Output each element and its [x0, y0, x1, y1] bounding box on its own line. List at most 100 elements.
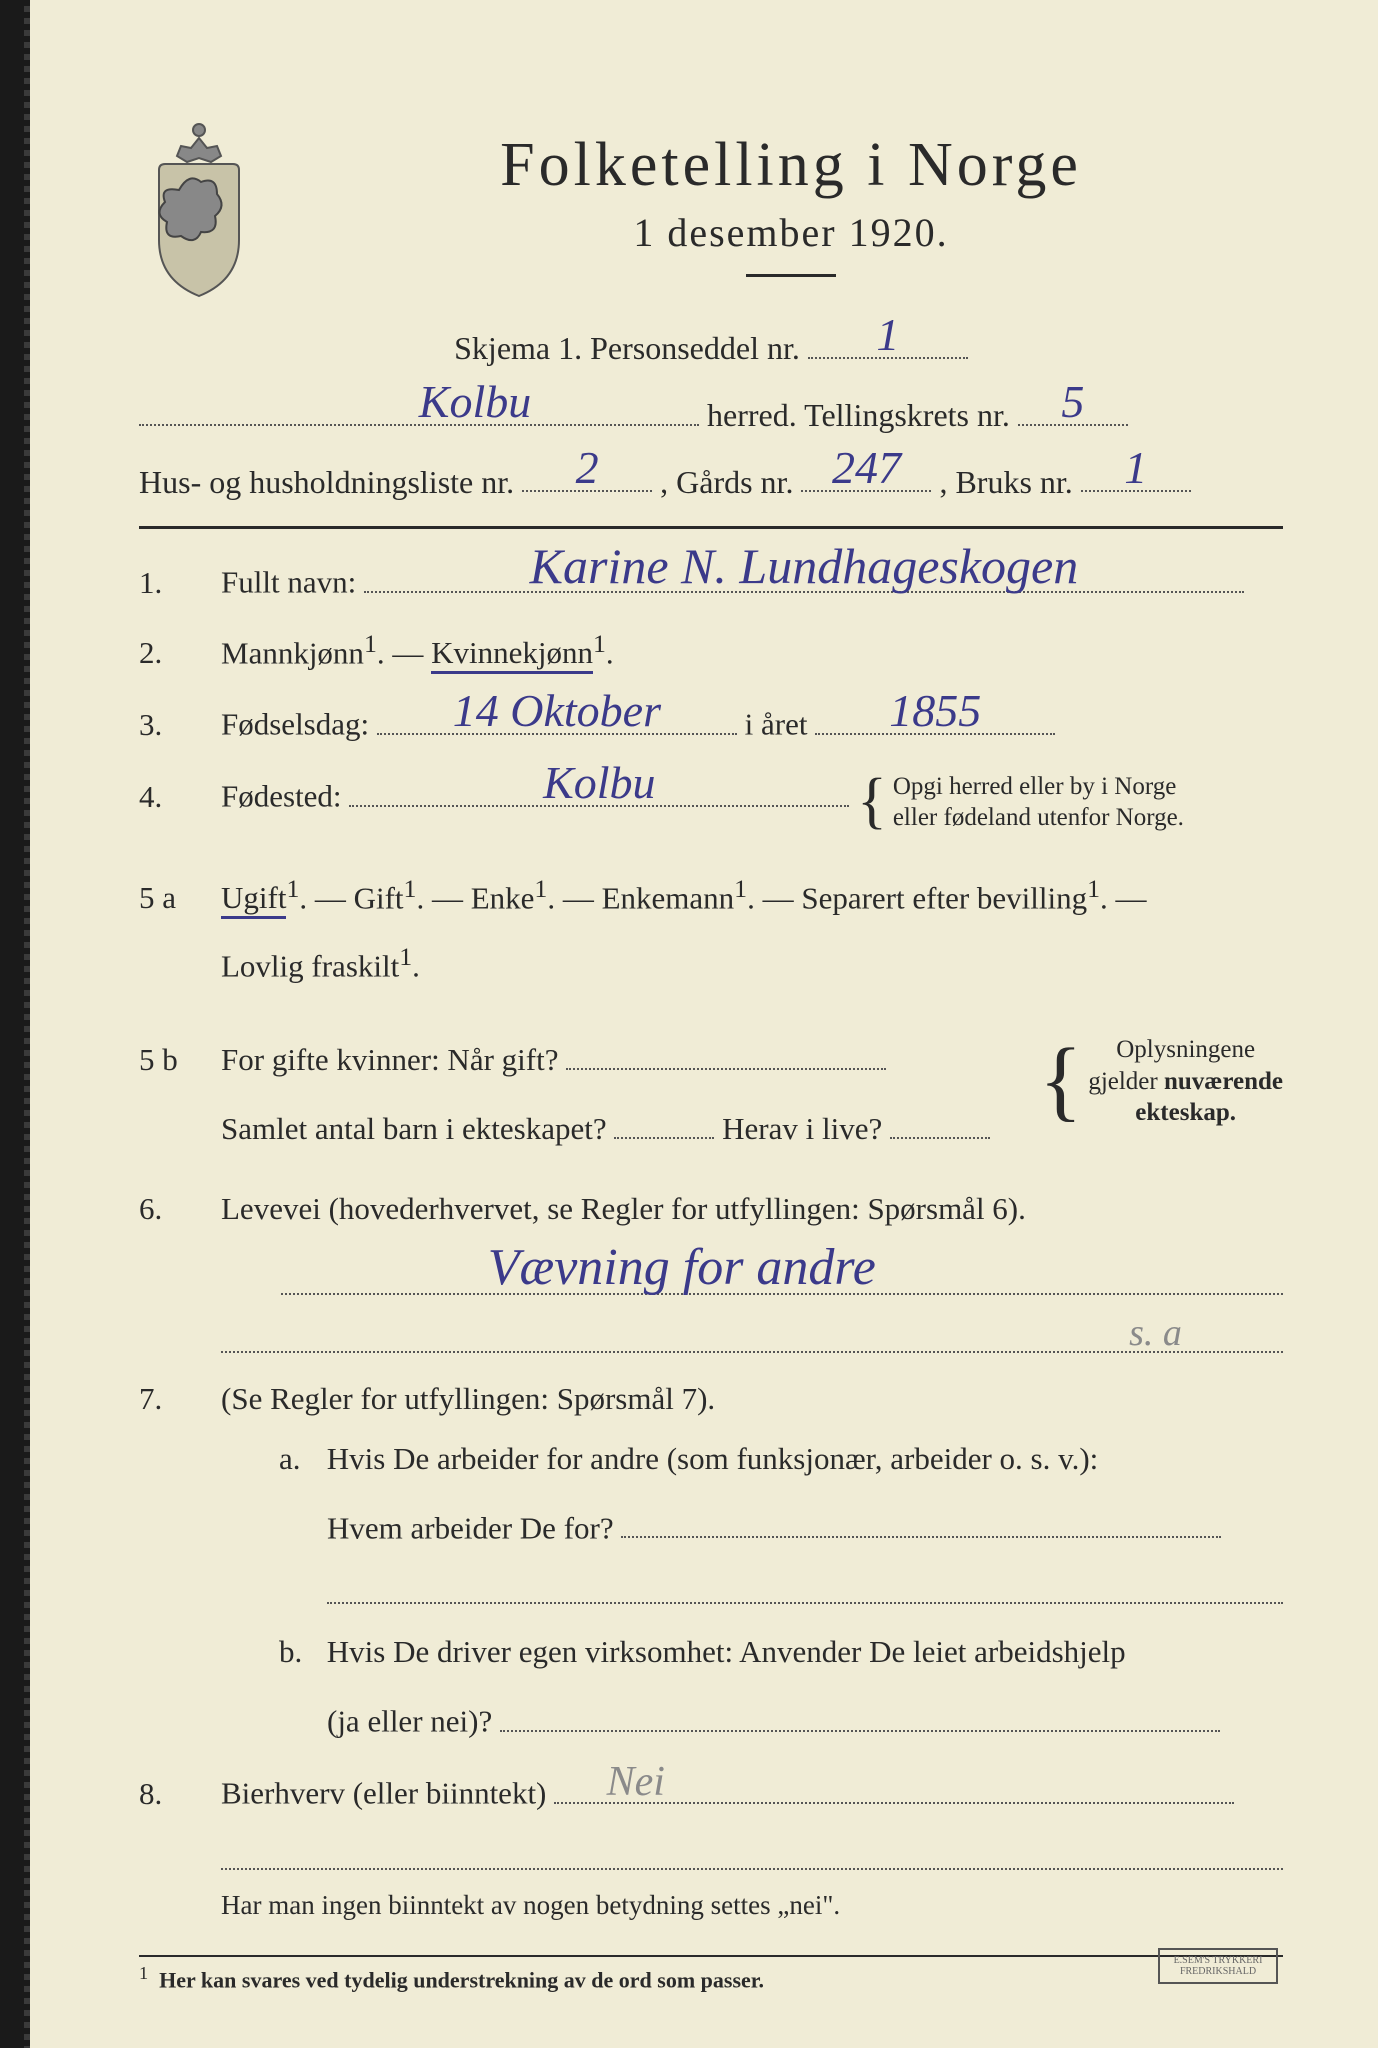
q1: 1. Fullt navn: Karine N. Lundhageskogen: [139, 557, 1283, 601]
q8-note: Har man ingen biinntekt av nogen betydni…: [221, 1890, 1283, 1921]
footnote-b: tydelig understrekning av de ord som pas…: [344, 1967, 764, 1992]
q5a-opt4: Enkemann: [602, 880, 735, 915]
brace-icon: {: [857, 777, 887, 827]
q5b: 5 b For gifte kvinner: Når gift? Samlet …: [139, 1026, 1283, 1162]
q4: 4. Fødested: Kolbu { Opgi herred eller b…: [139, 771, 1283, 834]
printer-stamp: E.SEM'S TRYKKERI FREDRIKSHALD: [1158, 1948, 1278, 1984]
q7: 7. (Se Regler for utfyllingen: Spørsmål …: [139, 1381, 1283, 1417]
title-rule: [746, 274, 836, 277]
q6-note: s. a: [1129, 1311, 1182, 1355]
q8: 8. Bierhverv (eller biinntekt) Nei: [139, 1768, 1283, 1812]
bruks-value: 1: [1124, 441, 1147, 494]
q4-field: Kolbu: [349, 771, 849, 807]
q3: 3. Fødselsdag: 14 Oktober i året 1855: [139, 699, 1283, 743]
q7b-label: Hvis De driver egen virksomhet: Anvender…: [327, 1634, 1126, 1669]
q4-side2: eller fødeland utenfor Norge.: [893, 804, 1184, 831]
q5b-side1: Oplysningene: [1116, 1036, 1255, 1063]
q8-value: Nei: [607, 1758, 665, 1806]
bruks-label: , Bruks nr.: [939, 463, 1072, 499]
herred-value: Kolbu: [419, 375, 531, 428]
q2-sup1: 1: [364, 629, 377, 658]
q5b-live-field: [890, 1103, 990, 1139]
q5b-gift-field: [566, 1035, 886, 1071]
q5b-side2: gjelder nuværende: [1088, 1068, 1283, 1095]
q7a-line3: [327, 1560, 1283, 1604]
q7-num: 7.: [139, 1381, 203, 1417]
q5a-opt5: Separert efter bevilling: [801, 880, 1087, 915]
personseddel-field: 1: [808, 322, 968, 359]
q5b-l2a: Samlet antal barn i ekteskapet?: [221, 1111, 607, 1146]
bruks-field: 1: [1081, 456, 1191, 493]
q7a-letter: a.: [279, 1441, 319, 1477]
husliste-field: 2: [522, 456, 652, 493]
q6-value: Vævning for andre: [488, 1238, 876, 1297]
q4-num: 4.: [139, 779, 203, 815]
q5b-l1: For gifte kvinner: Når gift?: [221, 1042, 558, 1077]
q1-num: 1.: [139, 565, 203, 601]
q8-line2: [221, 1826, 1283, 1870]
q1-field: Karine N. Lundhageskogen: [364, 557, 1244, 593]
gards-field: 247: [801, 456, 931, 493]
q5a-opt3: Enke: [471, 880, 535, 915]
line-herred: Kolbu herred. Tellingskrets nr. 5: [139, 389, 1283, 434]
title-block: Folketelling i Norge 1 desember 1920.: [299, 120, 1283, 277]
q6-num: 6.: [139, 1191, 203, 1227]
tellingskrets-field: 5: [1018, 389, 1128, 426]
q3-mid: i året: [745, 707, 808, 742]
q6-answer-block: Vævning for andre s. a: [221, 1251, 1283, 1353]
q7a-q: Hvem arbeider De for?: [327, 1510, 614, 1545]
q5b-side3: ekteskap.: [1135, 1099, 1236, 1126]
q3-day-field: 14 Oktober: [377, 699, 737, 735]
section-rule: [139, 526, 1283, 529]
main-title: Folketelling i Norge: [299, 130, 1283, 201]
q5a-opt1: Ugift: [221, 880, 286, 919]
q7b-line2: (ja eller nei)?: [327, 1696, 1283, 1740]
form-header: Folketelling i Norge 1 desember 1920.: [139, 120, 1283, 300]
herred-label: herred. Tellingskrets nr.: [707, 397, 1010, 433]
q5a: 5 a Ugift1. — Gift1. — Enke1. — Enkemann…: [139, 862, 1283, 999]
footnote-rule-full: [139, 1955, 1283, 1957]
q8-label: Bierhverv (eller biinntekt): [221, 1776, 546, 1811]
gards-value: 247: [832, 441, 901, 494]
husliste-label: Hus- og husholdningsliste nr.: [139, 463, 514, 499]
q1-label: Fullt navn:: [221, 565, 356, 600]
q5b-barn-field: [614, 1103, 714, 1139]
line-husliste: Hus- og husholdningsliste nr. 2 , Gårds …: [139, 456, 1283, 501]
gards-label: , Gårds nr.: [660, 463, 793, 499]
q4-value: Kolbu: [543, 756, 655, 809]
q5a-opt6: Lovlig fraskilt: [221, 948, 399, 983]
q6-line2: s. a: [221, 1309, 1283, 1353]
q4-label: Fødested:: [221, 779, 342, 814]
herred-field: Kolbu: [139, 389, 699, 426]
q3-year-value: 1855: [889, 684, 981, 737]
q2-opt-kvinne: Kvinnekjønn: [431, 635, 593, 674]
q3-day-value: 14 Oktober: [453, 684, 661, 737]
coat-of-arms-icon: [139, 120, 259, 300]
q7a-line2: Hvem arbeider De for?: [327, 1503, 1283, 1547]
q4-sidenote: { Opgi herred eller by i Norge eller fød…: [857, 771, 1184, 834]
personseddel-value: 1: [876, 308, 899, 361]
q5b-l2b: Herav i live?: [722, 1111, 882, 1146]
q5b-num: 5 b: [139, 1042, 203, 1078]
footnote-rule-short: [139, 1955, 187, 1957]
census-form-page: Folketelling i Norge 1 desember 1920. Sk…: [0, 0, 1378, 2048]
q5a-num: 5 a: [139, 880, 203, 916]
brace-icon: {: [1039, 1045, 1082, 1117]
q7b: b. Hvis De driver egen virksomhet: Anven…: [279, 1634, 1283, 1670]
q5a-opt2: Gift: [354, 880, 404, 915]
sub-title: 1 desember 1920.: [299, 209, 1283, 256]
q5b-sidenote: { Oplysningene gjelder nuværende ekteska…: [1039, 1034, 1283, 1128]
q3-num: 3.: [139, 707, 203, 743]
q3-year-field: 1855: [815, 699, 1055, 735]
q3-label: Fødselsdag:: [221, 707, 369, 742]
q2-num: 2.: [139, 635, 203, 671]
footnote-a: Her kan svares ved: [159, 1967, 344, 1992]
q7b-field: [500, 1696, 1220, 1732]
tellingskrets-value: 5: [1061, 375, 1084, 428]
footnote-sup: 1: [139, 1963, 148, 1983]
q2-opt-mann: Mannkjønn: [221, 635, 364, 670]
q6-line1: Vævning for andre: [281, 1251, 1283, 1295]
footnote: 1 Her kan svares ved tydelig understrekn…: [139, 1963, 1283, 1993]
q1-value: Karine N. Lundhageskogen: [530, 537, 1079, 595]
q6: 6. Levevei (hovederhvervet, se Regler fo…: [139, 1191, 1283, 1227]
